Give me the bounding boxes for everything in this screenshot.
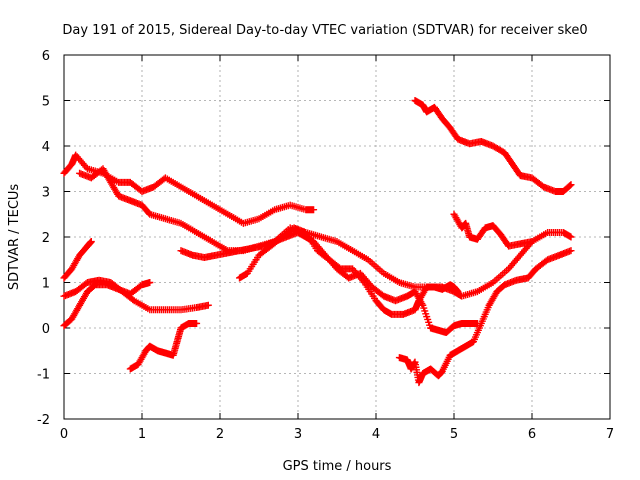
data-point — [567, 233, 575, 241]
x-tick-label: 0 — [60, 427, 68, 442]
x-tick-label: 7 — [606, 427, 614, 442]
data-point — [566, 182, 574, 190]
data-point — [146, 279, 154, 286]
y-tick-label: -2 — [37, 413, 50, 428]
data-point — [193, 319, 201, 327]
x-tick-label: 6 — [528, 427, 536, 442]
data-series-arc-9 — [395, 247, 575, 387]
x-tick-label: 1 — [138, 427, 146, 442]
x-tick-label: 3 — [294, 427, 302, 442]
data-point — [567, 181, 575, 189]
y-tick-label: 5 — [42, 95, 50, 110]
y-tick-label: 4 — [42, 140, 50, 155]
data-point — [204, 301, 212, 309]
data-series-arc-10 — [411, 97, 575, 195]
y-tick-label: 1 — [42, 277, 50, 292]
y-tick-label: 2 — [42, 231, 50, 246]
data-series-arc-5 — [60, 279, 154, 330]
y-axis-label: SDTVAR / TECUs — [7, 184, 22, 291]
gridlines — [64, 55, 610, 419]
x-tick-label: 2 — [216, 427, 224, 442]
x-axis-label: GPS time / hours — [283, 459, 392, 474]
y-tick-labels: -2 -1 0 1 2 3 4 5 6 — [37, 49, 50, 428]
data-series-arc-3 — [60, 238, 95, 282]
y-tick-label: 6 — [42, 49, 50, 64]
chart-title: Day 191 of 2015, Sidereal Day-to-day VTE… — [62, 23, 587, 38]
y-tick-label: 3 — [42, 186, 50, 201]
data-point — [87, 238, 95, 246]
x-tick-label: 4 — [372, 427, 380, 442]
y-tick-label: -1 — [37, 368, 50, 383]
data-series-arc-1 — [60, 151, 318, 227]
data-point — [567, 247, 575, 255]
data-series-arc-6 — [126, 319, 201, 373]
axis-ticks — [63, 54, 611, 420]
y-tick-label: 0 — [42, 322, 50, 337]
data-point — [454, 288, 462, 296]
x-tick-label: 5 — [450, 427, 458, 442]
data-series-arc-8 — [236, 224, 462, 318]
data-point — [310, 206, 318, 214]
x-tick-labels: 0 1 2 3 4 5 6 7 — [60, 427, 614, 442]
data-series-arc-11 — [450, 210, 536, 250]
data-point — [528, 238, 536, 246]
data-points — [60, 97, 575, 387]
